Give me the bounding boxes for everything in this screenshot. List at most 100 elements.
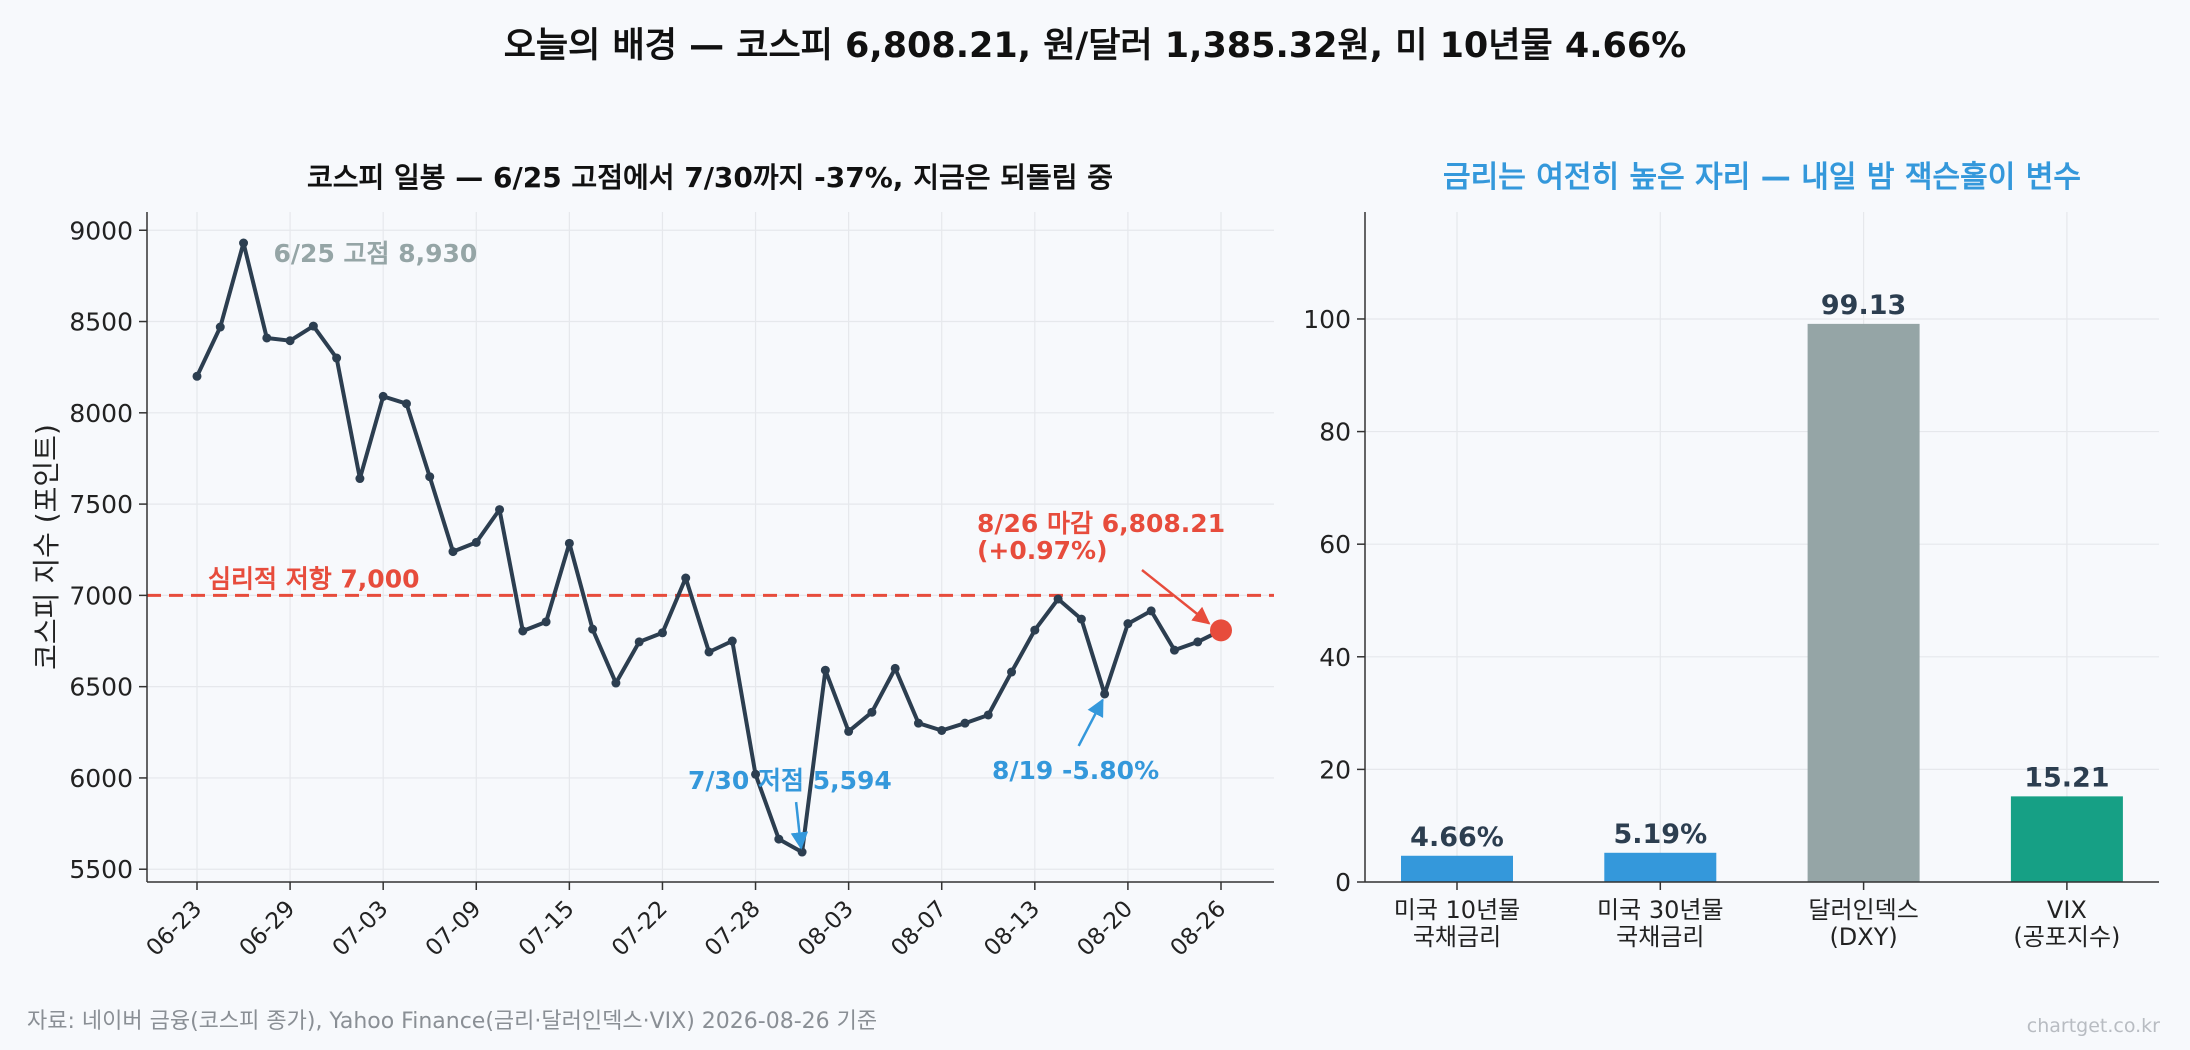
line-x-tick-label: 07-22 [607,896,673,962]
bar-y-tick-label: 100 [1303,305,1351,334]
kospi-point [727,636,737,646]
bar-y-tick-label: 0 [1335,868,1351,897]
bar-category-label-line2: (공포지수) [2013,923,2120,951]
kospi-point [564,538,574,548]
line-x-tick-label: 06-23 [142,896,208,962]
low-arrow [790,801,809,850]
bar-category-label-line1: 미국 10년물 [1394,896,1521,924]
bar-value-label: 5.19% [1613,819,1707,850]
kospi-point [681,573,691,583]
kospi-point [657,628,667,638]
kospi-point [541,617,551,627]
kospi-point [611,678,621,688]
line-plot-area [147,212,1274,882]
line-y-tick-label: 8500 [69,308,133,337]
kospi-point [1146,606,1156,616]
kospi-point [844,726,854,736]
kospi-point [588,624,598,634]
kospi-point [262,333,272,343]
line-x-tick-label: 07-15 [514,896,580,962]
line-y-tick-label: 8000 [69,399,133,428]
bar-category-label-line2: 국채금리 [1413,923,1501,951]
drop-arrow [1077,698,1104,747]
bar-value-label: 4.66% [1410,822,1504,853]
line-y-tick-label: 6000 [69,764,133,793]
line-y-tick-label: 7000 [69,581,133,610]
source-note: 자료: 네이버 금융(코스피 종가), Yahoo Finance(금리·달러인… [27,1009,877,1034]
kospi-point [797,847,807,857]
line-x-tick-label: 08-03 [793,896,859,962]
kospi-point [285,336,295,346]
line-y-tick-label: 9000 [69,216,133,245]
line-x-tick-label: 07-09 [421,896,487,962]
close-annotation-line2: (+0.97%) [977,536,1108,565]
kospi-point [355,474,365,484]
bar-y-tick-label: 80 [1319,418,1351,447]
bar-y-tick-label: 60 [1319,530,1351,559]
kospi-point [634,637,644,647]
watermark: chartget.co.kr [2027,1015,2160,1037]
kospi-point [913,718,923,728]
kospi-point [867,707,877,717]
kospi-point [960,718,970,728]
kospi-point [215,322,225,332]
line-y-axis-label: 코스피 지수 (포인트) [30,424,63,670]
kospi-point [192,371,202,381]
resistance-label: 심리적 저항 7,000 [208,564,420,593]
bar [2010,796,2123,882]
bar-marks: 4.66% 5.19% 99.13 15.21 [1401,290,2123,882]
bar-plot-area [1365,212,2159,882]
line-y-tick-label: 7500 [69,490,133,519]
bar [1807,323,1920,882]
kospi-point [1123,619,1133,629]
kospi-point [401,399,411,409]
bar-axes [1364,212,2159,883]
kospi-point [937,725,947,735]
line-x-tick-label: 08-07 [886,896,952,962]
bar-grid [1365,212,2159,883]
resistance-line: 심리적 저항 7,000 [147,564,1274,597]
bar-y-tick-label: 20 [1319,755,1351,784]
rates-bar-chart: 금리는 여전히 높은 자리 — 내일 밤 잭슨홀이 변수 4.66% 5.19% 9… [1303,160,2159,951]
bar-category-label-line1: VIX [2047,896,2087,924]
figure-title: 오늘의 배경 — 코스피 6,808.21, 원/달러 1,385.32원, 미… [504,26,1687,66]
low-annotation: 7/30 저점 5,594 [688,766,892,795]
line-x-tick-label: 08-13 [979,896,1045,962]
kospi-point [751,769,761,779]
line-x-tick-label: 06-29 [235,896,301,962]
drop-annotation: 8/19 -5.80% [992,756,1159,785]
line-axes [146,212,1274,883]
line-x-tick-label: 07-28 [700,896,766,962]
kospi-point [471,537,481,547]
line-annotations: 6/25 고점 8,930 7/30 저점 5,594 8/19 -5.80% 8/2… [274,239,1232,850]
bar-category-label-line1: 미국 30년물 [1597,896,1724,924]
kospi-point [378,391,388,401]
kospi-point [890,663,900,673]
line-grid [147,212,1274,882]
peak-annotation: 6/25 고점 8,930 [274,239,478,268]
line-y-tick-label: 6500 [69,673,133,702]
kospi-point [448,547,458,557]
kospi-point [704,647,714,657]
bar-category-label-line2: (DXY) [1829,923,1897,951]
bar-y-tick-label: 40 [1319,643,1351,672]
kospi-point [820,665,830,675]
bar-category-label-line2: 국채금리 [1616,923,1704,951]
line-x-tick-label: 07-03 [328,896,394,962]
kospi-line-chart: 코스피 일봉 — 6/25 고점에서 7/30까지 -37%, 지금은 되돌림 … [30,161,1274,962]
kospi-point [308,321,318,331]
kospi-point [1193,637,1203,647]
bar [1604,852,1717,882]
kospi-point [332,353,342,363]
bar-chart-title: 금리는 여전히 높은 자리 — 내일 밤 잭슨홀이 변수 [1443,160,2081,195]
close-marker [1210,619,1232,642]
kospi-point [1100,689,1110,699]
kospi-point [518,626,528,636]
kospi-point [425,472,435,482]
line-chart-title: 코스피 일봉 — 6/25 고점에서 7/30까지 -37%, 지금은 되돌림 … [307,161,1113,194]
kospi-point [1030,625,1040,635]
kospi-point [1076,614,1086,624]
kospi-series [192,238,1226,857]
